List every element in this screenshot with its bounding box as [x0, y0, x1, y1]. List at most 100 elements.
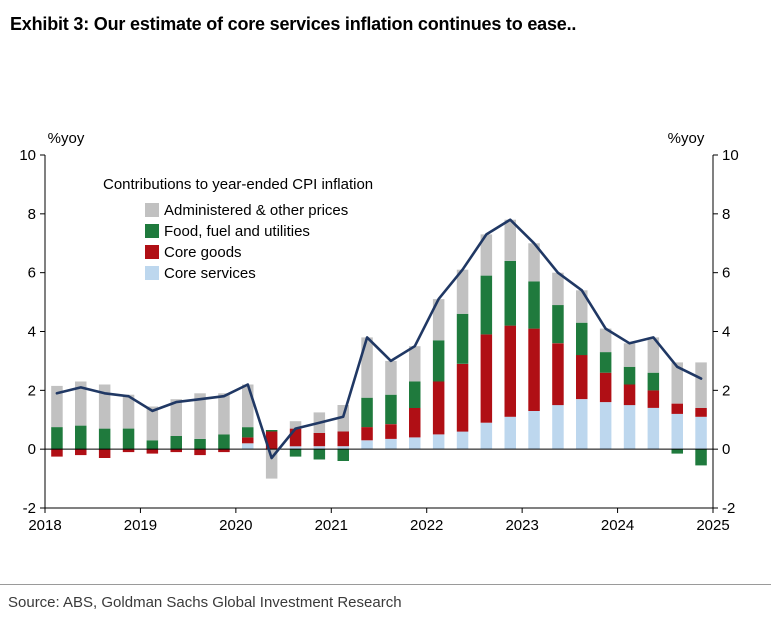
bar-segment — [552, 305, 564, 344]
legend-item-label: Food, fuel and utilities — [164, 223, 310, 240]
bar-segment — [218, 393, 230, 435]
bar-segment — [576, 355, 588, 400]
bar-segment — [385, 424, 397, 439]
y-tick-label-right: 10 — [722, 147, 739, 164]
y-tick-label-right: 4 — [722, 324, 730, 341]
bar-segment — [456, 431, 469, 450]
bar-segment — [98, 449, 111, 458]
bar-segment — [218, 434, 230, 450]
legend: Contributions to year-ended CPI inflatio… — [103, 176, 373, 282]
bar-segment — [218, 449, 230, 453]
bar-segment — [361, 397, 373, 428]
stacked-bars — [51, 219, 707, 479]
legend-item-label: Core goods — [164, 244, 242, 261]
bar-segment — [289, 428, 302, 447]
bar-segment — [242, 443, 254, 450]
bar-segment — [146, 406, 159, 441]
bar-segment — [456, 269, 469, 314]
bar-segment — [122, 394, 135, 429]
legend-title: Contributions to year-ended CPI inflatio… — [103, 176, 373, 193]
legend-swatch — [145, 203, 159, 217]
bar-segment — [409, 437, 421, 450]
bar-segment — [51, 385, 63, 428]
y-tick-label-left: 10 — [19, 147, 36, 164]
bar-segment — [289, 449, 302, 457]
bar-segment — [409, 381, 421, 408]
axes — [44, 155, 714, 509]
bar-segment — [552, 343, 564, 406]
bar-segment — [75, 381, 87, 426]
y-axis-unit-label-right: %yoy — [668, 130, 705, 147]
y-tick-label-left: 0 — [28, 441, 36, 458]
bar-segment — [695, 408, 707, 417]
bar-segment — [98, 384, 111, 429]
bar-segment — [456, 313, 469, 364]
y-tick-label-left: 2 — [28, 382, 36, 399]
y-tick-label-right: 2 — [722, 382, 730, 399]
bar-segment — [409, 346, 421, 382]
bar-segment — [170, 399, 182, 436]
exhibit-title: Exhibit 3: Our estimate of core services… — [10, 14, 577, 34]
bar-segment — [170, 435, 182, 450]
x-tick-label: 2019 — [124, 517, 157, 534]
bar-segment — [695, 362, 707, 408]
headline-cpi-line — [55, 218, 703, 460]
bar-segment — [695, 416, 707, 450]
x-axis: 2018 2019 2020 2021 2022 2023 2024 2025 — [28, 508, 730, 534]
bar-segment — [337, 446, 349, 450]
y-tick-label-left: 6 — [28, 265, 36, 282]
bar-segment — [528, 328, 540, 411]
bar-segment — [480, 422, 493, 450]
source-divider — [0, 584, 771, 585]
x-tick-label: 2021 — [315, 517, 348, 534]
bar-segment — [409, 408, 421, 438]
bar-segment — [599, 328, 612, 353]
bar-segment — [51, 449, 63, 457]
bar-segment — [361, 427, 373, 441]
bar-segment — [647, 372, 660, 391]
bar-segment — [504, 219, 516, 261]
bar-segment — [528, 410, 540, 450]
bar-segment — [456, 363, 469, 432]
y-tick-label-right: 6 — [722, 265, 730, 282]
bar-segment — [313, 449, 326, 460]
bar-segment — [337, 405, 349, 432]
source-note: Source: ABS, Goldman Sachs Global Invest… — [8, 594, 402, 611]
y-tick-label-left: 4 — [28, 324, 36, 341]
bar-segment — [242, 384, 254, 428]
bar-segment — [289, 446, 302, 450]
bar-segment — [623, 366, 636, 385]
x-tick-label: 2020 — [219, 517, 252, 534]
bar-segment — [170, 449, 182, 453]
bar-segment — [265, 430, 278, 432]
bar-segment — [647, 337, 660, 373]
legend-item-label: Core services — [164, 265, 256, 282]
bar-segment — [599, 352, 612, 373]
bar-segment — [647, 408, 660, 450]
bar-segment — [194, 438, 206, 450]
y-tick-label-right: 8 — [722, 206, 730, 223]
bar-segment — [480, 234, 493, 276]
bar-segment — [75, 449, 87, 456]
legend-swatch — [145, 224, 159, 238]
bar-segment — [98, 428, 111, 450]
bar-segment — [671, 362, 683, 404]
bar-segment — [623, 384, 636, 406]
y-tick-label-right: 0 — [722, 441, 730, 458]
y-axis: -2 -2 0 0 2 2 4 4 6 6 8 8 10 10 — [19, 147, 738, 517]
legend-swatch — [145, 266, 159, 280]
bar-segment — [265, 431, 278, 450]
y-axis-unit-label-left: %yoy — [48, 130, 85, 147]
bar-segment — [194, 393, 206, 439]
bar-segment — [480, 334, 493, 423]
bar-segment — [242, 427, 254, 438]
bar-segment — [576, 290, 588, 323]
y-tick-label-right: -2 — [722, 500, 735, 517]
bar-segment — [432, 381, 445, 435]
bar-segment — [242, 437, 254, 444]
bar-segment — [289, 421, 302, 429]
bar-segment — [122, 449, 135, 453]
bar-segment — [361, 440, 373, 450]
x-tick-label: 2024 — [601, 517, 634, 534]
